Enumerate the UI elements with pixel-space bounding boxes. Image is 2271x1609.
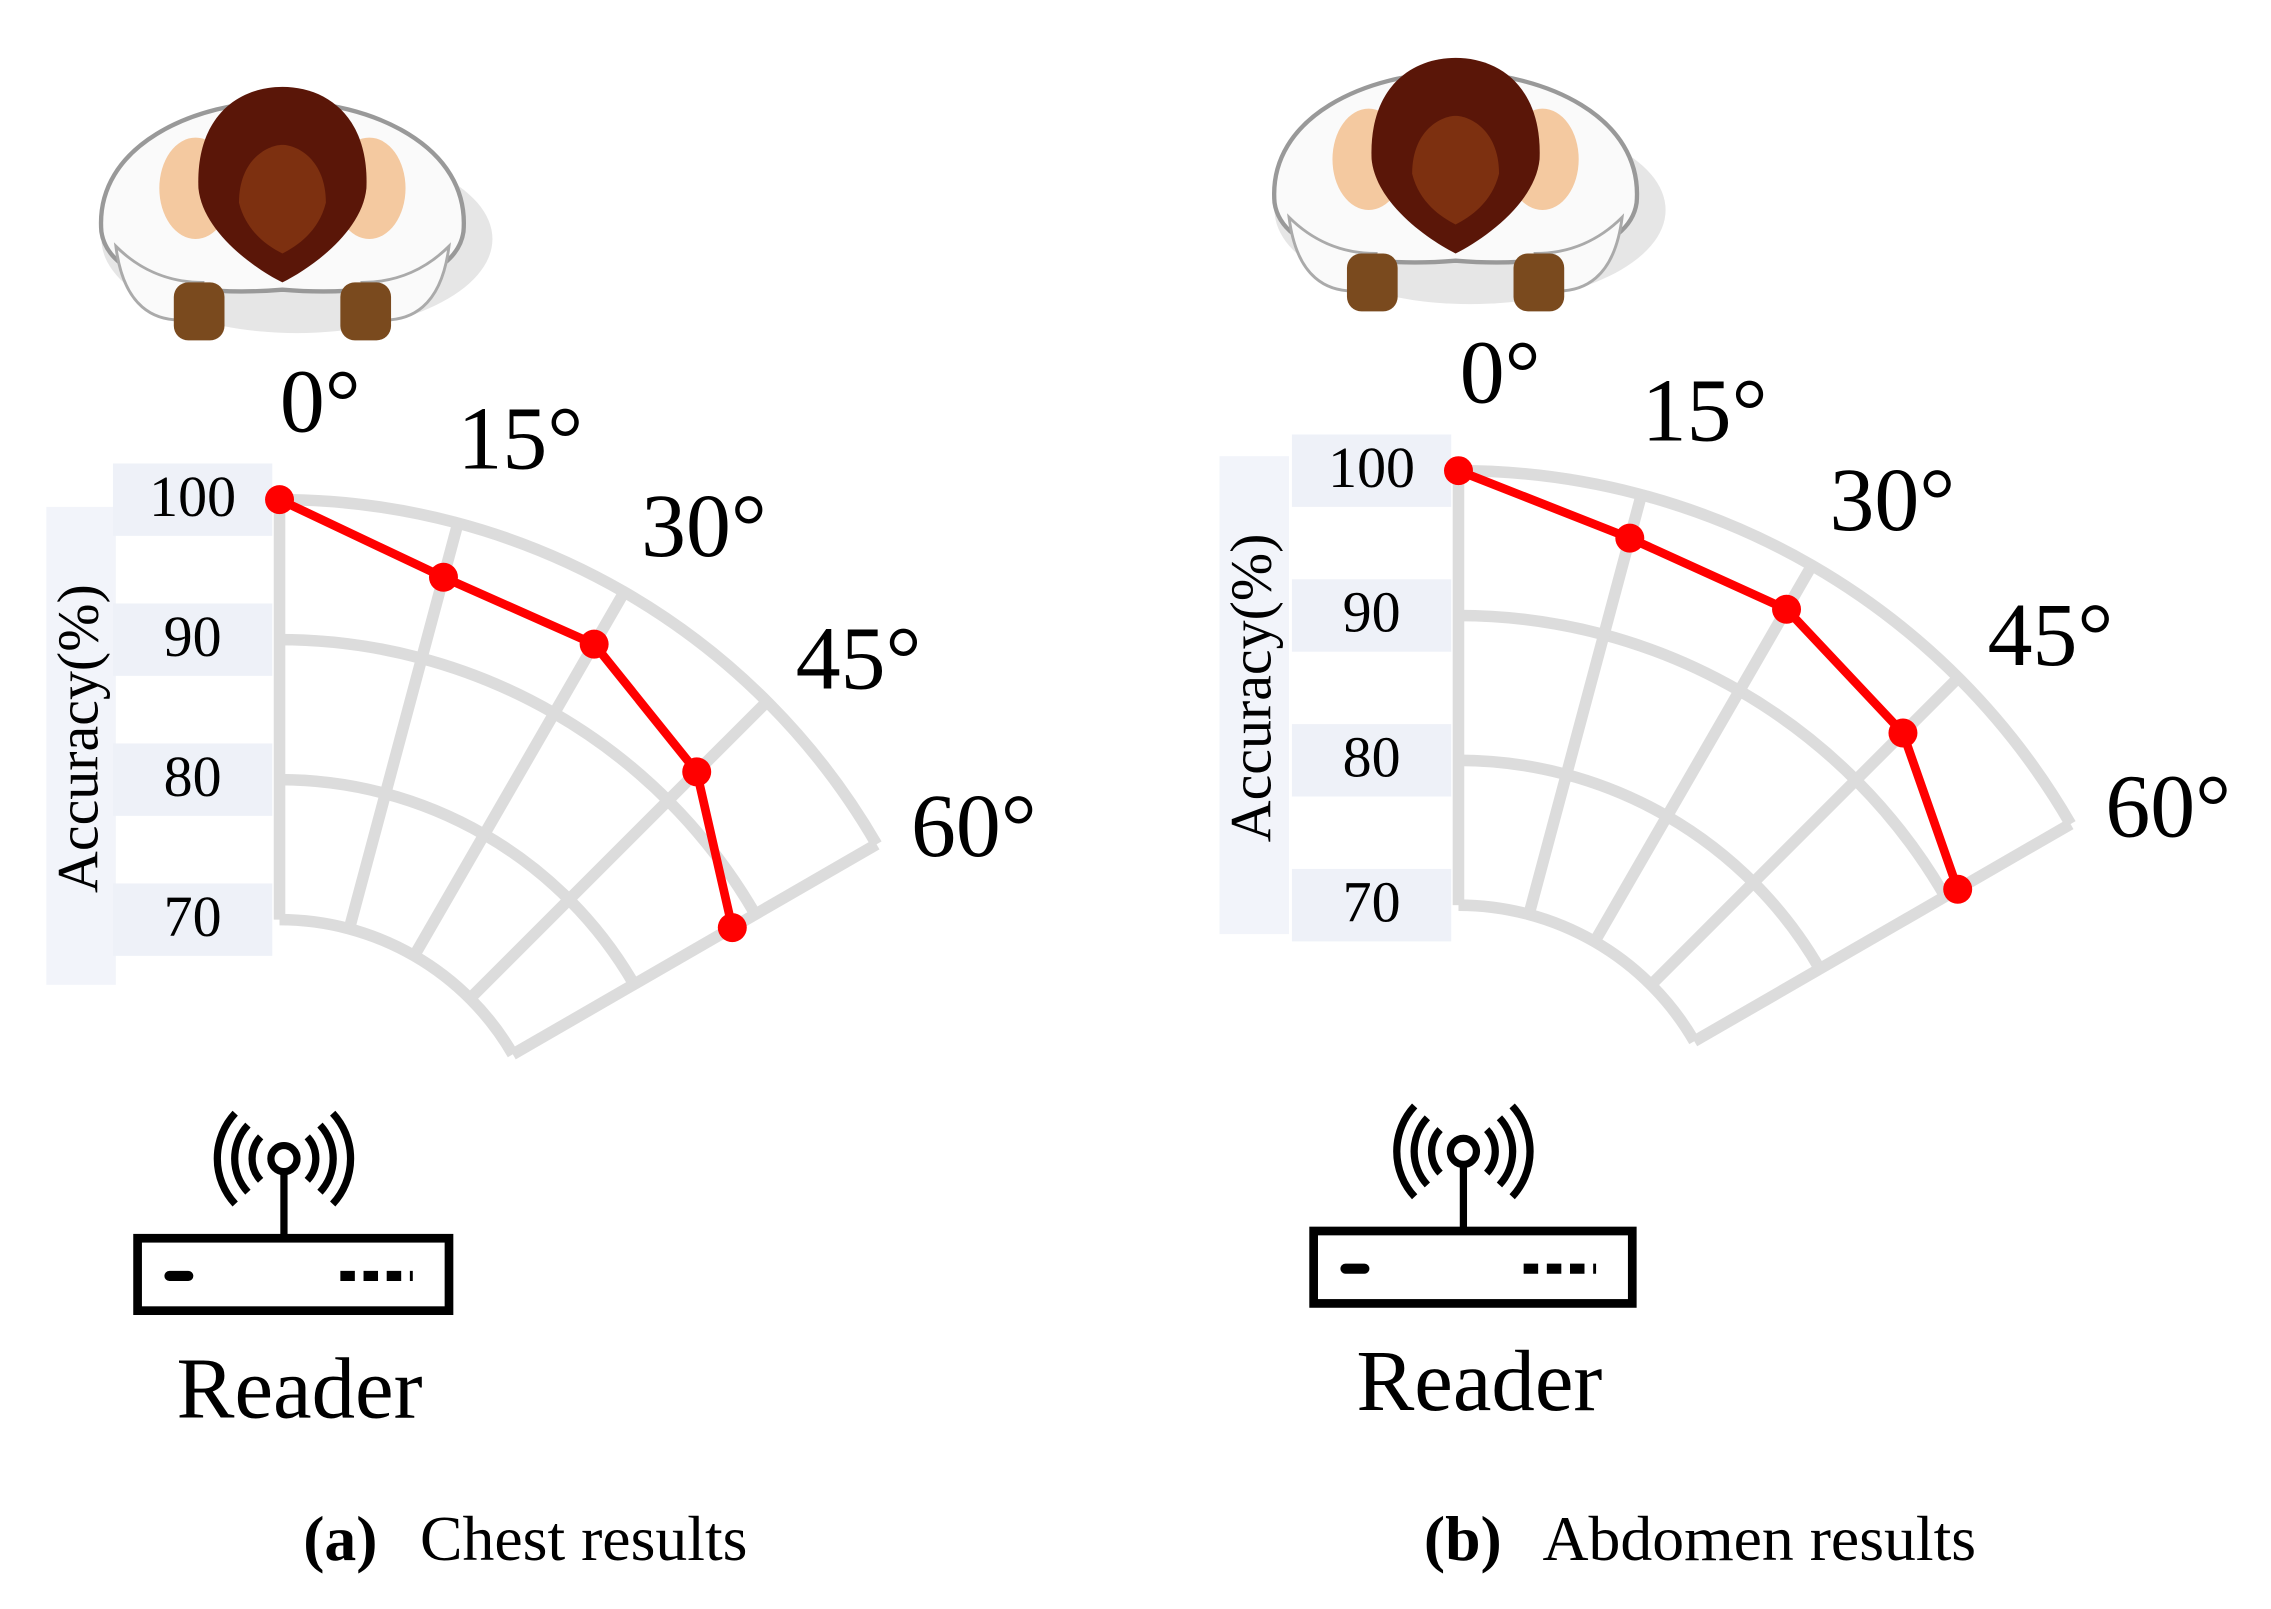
person-icon: [1272, 57, 1666, 312]
data-point: [1772, 594, 1802, 624]
annotation: Reader: [177, 1340, 423, 1436]
head-shade: [1412, 115, 1500, 225]
antenna-tip: [1446, 1134, 1481, 1169]
r-axis-label: Accuracy(%): [1218, 534, 1283, 843]
r-tick-label: 100: [149, 464, 236, 529]
tick-label-bg: [112, 603, 273, 676]
axis-label-bg: [46, 506, 116, 985]
panel-label: (a): [303, 1503, 377, 1574]
grid-arc: [279, 913, 518, 1058]
theta-tick-label: 15°: [1642, 361, 1768, 460]
data-point: [579, 629, 609, 659]
data-point: [428, 562, 458, 592]
tick-label-bg: [112, 883, 273, 956]
panel-label: (b): [1424, 1503, 1502, 1574]
theta-tick-label: 0°: [280, 353, 361, 452]
head-shade: [238, 144, 326, 254]
theta-tick-label: 30°: [1829, 451, 1955, 550]
r-tick-label: 100: [1328, 435, 1415, 500]
data-point: [682, 757, 712, 787]
grid-spoke: [1691, 819, 2074, 1047]
wave: [231, 1122, 251, 1195]
tick-label-bg: [112, 743, 273, 816]
grid-spoke: [465, 697, 772, 1003]
foot-left: [173, 282, 225, 341]
tick-label-bg: [1291, 579, 1452, 652]
caption: Abdomen results: [1542, 1503, 1976, 1574]
theta-tick-label: 15°: [457, 390, 583, 489]
wave: [1509, 1103, 1534, 1200]
r-tick-label: 80: [1343, 725, 1401, 790]
grid-arc: [1458, 899, 1700, 1045]
data-point: [1943, 874, 1973, 904]
data-point: [1615, 523, 1645, 553]
wave: [317, 1122, 337, 1195]
r-tick-label: 90: [164, 604, 222, 669]
foot-left: [1346, 253, 1398, 312]
antenna-tip: [267, 1141, 301, 1176]
r-tick-label: 70: [164, 884, 222, 949]
data-point: [717, 913, 747, 943]
wave: [1427, 1127, 1443, 1176]
grid-spoke: [1523, 493, 1648, 916]
wave: [329, 1110, 355, 1207]
wave: [1410, 1115, 1431, 1188]
wave: [1483, 1127, 1499, 1176]
theta-tick-label: 45°: [1988, 586, 2114, 685]
wave: [304, 1134, 320, 1183]
theta-tick-label: 60°: [2105, 757, 2231, 856]
theta-tick-label: 60°: [911, 777, 1037, 876]
router-icon: [1309, 1103, 1637, 1308]
r-axis-label: Accuracy(%): [45, 584, 110, 893]
caption: Chest results: [420, 1503, 747, 1574]
tick-label-bg: [1291, 724, 1452, 797]
r-tick-label: 90: [1343, 580, 1401, 645]
theta-tick-label: 45°: [796, 609, 922, 708]
annotation: Reader: [1356, 1333, 1602, 1429]
wave: [1393, 1103, 1418, 1200]
wave: [1496, 1115, 1517, 1188]
router-icon: [133, 1110, 454, 1316]
grid-spoke: [509, 839, 880, 1060]
foot-right: [1513, 253, 1565, 312]
theta-tick-label: 30°: [641, 477, 767, 576]
data-point: [1888, 718, 1918, 748]
data-point: [265, 485, 295, 515]
data-point: [1443, 456, 1473, 486]
grid-spoke: [1589, 562, 1817, 945]
tick-label-bg: [1291, 868, 1452, 942]
r-tick-label: 70: [1343, 869, 1401, 934]
theta-tick-label: 0°: [1460, 324, 1541, 423]
wave: [213, 1110, 238, 1207]
person-icon: [99, 86, 493, 341]
axis-label-bg: [1219, 456, 1290, 935]
wave: [248, 1134, 264, 1183]
tick-label-bg: [112, 463, 273, 536]
foot-right: [340, 282, 392, 341]
r-tick-label: 80: [164, 744, 222, 809]
tick-label-bg: [1291, 434, 1452, 507]
